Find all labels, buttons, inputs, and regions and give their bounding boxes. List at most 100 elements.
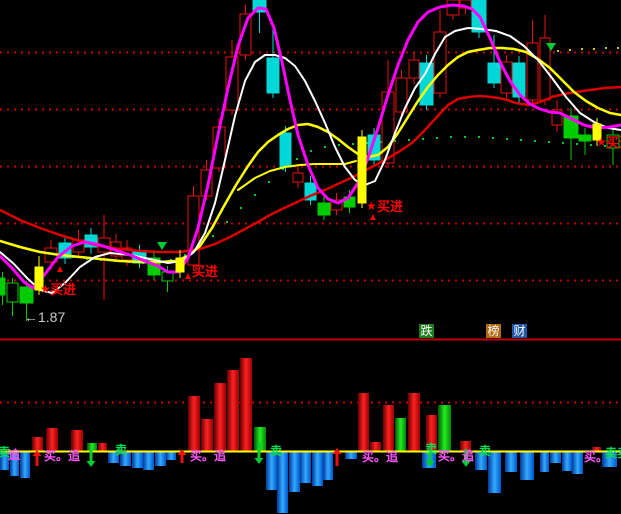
indicator-bar-green — [395, 418, 406, 451]
indicator-bar-red — [98, 443, 107, 451]
candle-body — [395, 77, 408, 113]
candle-body — [225, 56, 239, 111]
candle-body — [6, 282, 19, 303]
indicator-bar-blue — [488, 451, 501, 493]
ma-line-magenta — [0, 3, 621, 290]
down-arrow-icon — [461, 449, 471, 467]
green-dot — [520, 139, 522, 141]
indicator-bar-blue — [505, 451, 517, 472]
yellow-dot — [593, 48, 595, 50]
indicator-bar-blue — [520, 451, 534, 480]
green-dot — [492, 137, 494, 139]
yellow-dot — [581, 48, 583, 50]
candle-body — [526, 42, 539, 101]
green-dot — [576, 143, 578, 145]
green-dot — [268, 181, 270, 183]
indicator-bar-blue — [143, 451, 154, 470]
down-arrow-icon — [254, 443, 264, 464]
indicator-bar-blue — [132, 451, 143, 468]
green-dot — [436, 137, 438, 139]
indicator-bar-blue — [108, 451, 119, 463]
ma-line-yellow_flat — [237, 160, 357, 191]
buy-triangle-icon: ▲ — [183, 271, 193, 282]
indicator-bar-red — [201, 419, 213, 451]
candle-body — [279, 132, 292, 168]
green-dot — [562, 142, 564, 144]
signal-text-green: 卖 — [425, 441, 437, 456]
indicator-bar-red — [240, 358, 252, 451]
green-dot — [422, 138, 424, 140]
candle-body — [317, 202, 331, 216]
candle-body — [292, 172, 304, 183]
signal-text-magenta: 买。 — [584, 450, 608, 464]
green-dot — [604, 145, 606, 147]
indicator-bar-red — [592, 447, 601, 451]
up-arrow-icon — [177, 449, 187, 463]
candle-body — [357, 136, 367, 204]
indicator-bar-blue — [277, 451, 288, 513]
signal-text-green: 卖 — [115, 442, 127, 457]
indicator-bar-blue — [345, 451, 357, 459]
down-arrow-icon — [425, 452, 435, 467]
green-dot — [380, 141, 382, 143]
yellow-dot — [569, 49, 571, 51]
shortcut-button-die[interactable]: 跌 — [419, 324, 434, 338]
indicator-bar-blue — [166, 451, 176, 460]
candle-body — [551, 109, 563, 126]
candle-body — [330, 199, 343, 211]
indicator-bar-red — [71, 430, 83, 451]
buy-signal-label: 买进 — [192, 264, 218, 279]
buy-triangle-icon: ▲ — [368, 212, 378, 223]
down-arrow-icon — [86, 449, 96, 467]
indicator-bar-blue — [289, 451, 300, 492]
green-dot — [282, 168, 284, 170]
indicator-bar-blue — [20, 451, 30, 478]
indicator-bar-red — [214, 383, 226, 451]
candle-body — [433, 31, 447, 94]
buy-signal-label: 买进 — [377, 199, 403, 214]
indicator-bar-blue — [550, 451, 561, 463]
candle-body — [19, 286, 34, 304]
indicator-bar-green — [438, 405, 451, 451]
green-dot — [296, 158, 298, 160]
indicator-bar-blue — [10, 451, 19, 476]
indicator-bar-blue — [562, 451, 572, 471]
green-dot — [310, 150, 312, 152]
candle-body — [578, 134, 592, 142]
shortcut-button-cai[interactable]: 财 — [512, 324, 527, 338]
green-dot — [366, 142, 368, 144]
indicator-bar-red — [408, 393, 420, 451]
green-dot — [450, 136, 452, 138]
signal-text-green: 卖 — [270, 443, 282, 458]
signal-text-magenta: 买。追 — [438, 448, 475, 463]
indicator-bar-red — [426, 415, 437, 451]
indicator-bar-red — [32, 437, 43, 451]
indicator-bar-blue — [323, 451, 333, 480]
indicator-bar-red — [370, 442, 381, 451]
green-dot — [254, 194, 256, 196]
signal-text-green: 卖卖 — [605, 445, 621, 460]
candle-body — [408, 59, 420, 79]
buy-signal-label: 买进 — [606, 135, 621, 150]
indicator-bar-blue — [312, 451, 323, 486]
up-arrow-icon — [32, 450, 42, 466]
signal-text-magenta: 买。追 — [44, 448, 81, 463]
candle-body — [367, 134, 381, 161]
green-dot — [590, 144, 592, 146]
green-dot — [240, 207, 242, 209]
indicator-bar-blue — [602, 451, 617, 467]
signal-text-green: 卖 — [479, 443, 491, 458]
candle-body — [592, 123, 602, 141]
green-dot — [338, 144, 340, 146]
indicator-bar-green — [87, 443, 97, 451]
candle-body — [187, 195, 200, 266]
candle-body — [487, 62, 501, 84]
indicator-bar-blue — [120, 451, 131, 466]
candle-body — [446, 0, 460, 16]
indicator-bar-blue — [155, 451, 166, 466]
price-tag-label: ←1.87 — [24, 309, 65, 325]
green-dot — [226, 221, 228, 223]
green-dot — [212, 235, 214, 237]
indicator-bar-blue — [0, 451, 9, 470]
shortcut-button-bang[interactable]: 榜 — [486, 324, 501, 338]
